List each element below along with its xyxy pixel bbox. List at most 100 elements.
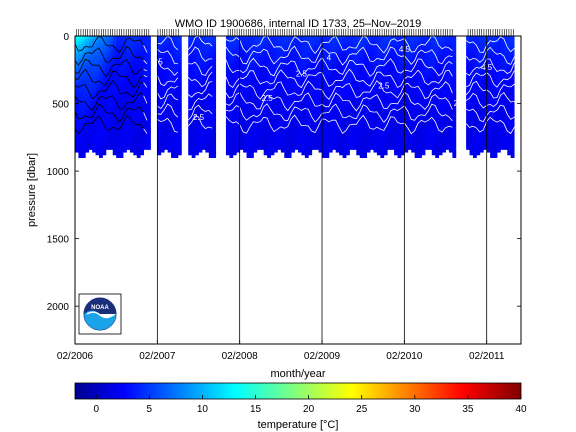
temperature-cell [496,92,501,96]
temperature-cell [256,119,261,123]
temperature-cell [390,92,395,96]
temperature-cell [335,46,340,50]
temperature-cell [205,133,210,137]
temperature-cell [431,84,436,88]
temperature-cell [496,95,501,99]
temperature-cell [267,154,271,158]
temperature-cell [81,92,86,96]
temperature-cell [315,81,319,86]
temperature-cell [466,122,470,126]
temperature-cell [174,63,179,67]
temperature-cell [294,111,299,115]
temperature-cell [78,122,83,126]
temperature-cell [95,117,100,121]
temperature-cell [225,41,230,45]
temperature-cell [246,122,251,126]
temperature-cell [397,79,402,83]
temperature-cell [442,57,446,61]
temperature-cell [452,44,457,48]
temperature-cell [407,41,412,45]
temperature-cell [95,41,100,45]
temperature-cell [390,41,395,45]
temperature-cell [356,125,361,129]
temperature-cell [253,87,258,91]
temperature-cell [380,111,385,115]
temperature-cell [236,68,241,72]
temperature-cell [246,52,251,56]
temperature-cell [287,108,292,113]
temperature-cell [315,92,319,96]
temperature-cell [418,41,422,45]
temperature-cell [370,76,374,80]
temperature-cell [376,90,381,94]
temperature-cell [352,65,357,69]
temperature-cell [236,119,241,123]
temperature-cell [88,49,93,53]
temperature-cell [431,135,436,140]
temperature-cell [363,52,368,56]
temperature-cell [253,119,258,123]
temperature-cell [452,63,457,67]
temperature-cell [102,92,107,96]
temperature-cell [92,144,96,148]
temperature-cell [102,81,107,86]
temperature-cell [280,92,285,96]
temperature-cell [116,108,120,113]
temperature-cell [325,54,330,59]
temperature-cell [246,133,251,137]
temperature-cell [394,122,398,126]
temperature-cell [160,73,165,77]
temperature-cell [359,135,364,140]
temperature-cell [85,141,90,145]
temperature-cell [253,127,258,131]
temperature-cell [346,44,350,48]
temperature-cell [342,141,347,145]
temperature-cell [479,103,484,107]
temperature-cell [496,135,501,140]
temperature-cell [277,87,282,91]
temperature-cell [167,87,172,91]
temperature-cell [208,141,213,145]
temperature-cell [356,144,361,148]
temperature-cell [363,90,368,94]
temperature-cell [212,71,217,75]
temperature-cell [78,95,83,99]
temperature-cell [160,125,165,129]
temperature-cell [160,84,165,88]
temperature-cell [493,108,498,113]
temperature-cell [414,52,419,56]
temperature-cell [304,111,309,115]
temperature-cell [397,57,402,61]
temperature-cell [431,111,436,115]
temperature-cell [421,133,426,137]
temperature-cell [116,152,120,156]
temperature-cell [390,81,395,86]
temperature-cell [232,138,237,142]
temperature-cell [366,108,371,113]
temperature-cell [322,79,326,83]
temperature-cell [346,95,350,99]
temperature-cell [123,98,127,102]
temperature-cell [346,125,350,129]
temperature-cell [328,41,333,45]
temperature-cell [325,103,330,107]
temperature-cell [243,38,247,42]
temperature-cell [188,149,193,153]
temperature-cell [496,138,501,142]
temperature-cell [287,122,292,126]
temperature-cell [383,127,388,131]
temperature-cell [249,73,254,77]
temperature-cell [160,46,165,50]
temperature-cell [284,44,289,48]
temperature-cell [140,76,145,80]
temperature-cell [332,133,337,137]
temperature-cell [177,60,182,64]
temperature-cell [318,36,323,40]
temperature-cell [383,122,388,126]
temperature-cell [253,125,258,129]
temperature-cell [421,87,426,91]
temperature-cell [400,41,405,45]
temperature-cell [136,44,141,48]
temperature-cell [160,98,165,102]
temperature-cell [421,84,426,88]
